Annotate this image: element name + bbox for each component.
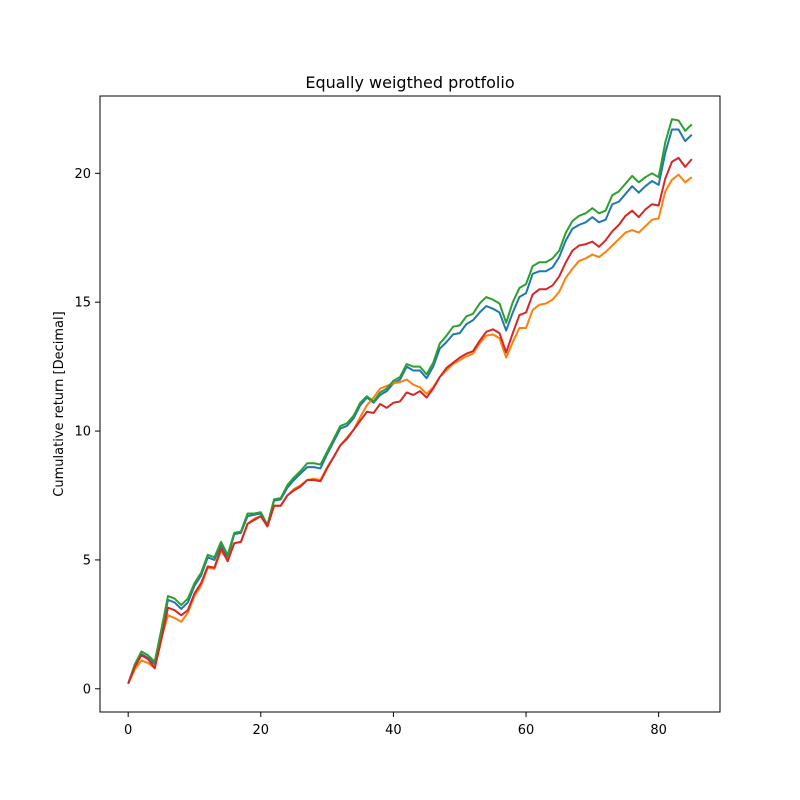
series-line-2 — [127, 173, 693, 685]
plot-area — [127, 118, 693, 685]
x-tick-label: 80 — [650, 723, 667, 738]
x-tick-label: 40 — [385, 723, 402, 738]
y-axis: 0 5 10 15 20 — [74, 167, 100, 697]
y-axis-label: Cumulative return [Decimal] — [52, 311, 67, 496]
plot-frame — [99, 95, 721, 713]
series-line-1 — [127, 128, 693, 684]
series-line-4 — [127, 156, 693, 685]
x-axis: 0 20 40 60 80 — [124, 712, 667, 738]
x-tick-label: 0 — [124, 723, 132, 738]
y-tick-label: 15 — [74, 296, 91, 311]
y-tick-label: 5 — [83, 553, 91, 568]
y-tick-label: 20 — [74, 167, 91, 182]
chart-title: Equally weigthed protfolio — [305, 73, 514, 92]
y-tick-label: 10 — [74, 425, 91, 440]
x-tick-label: 20 — [253, 723, 270, 738]
y-tick-label: 0 — [83, 682, 91, 697]
series-line-3 — [127, 118, 693, 684]
x-tick-label: 60 — [518, 723, 535, 738]
